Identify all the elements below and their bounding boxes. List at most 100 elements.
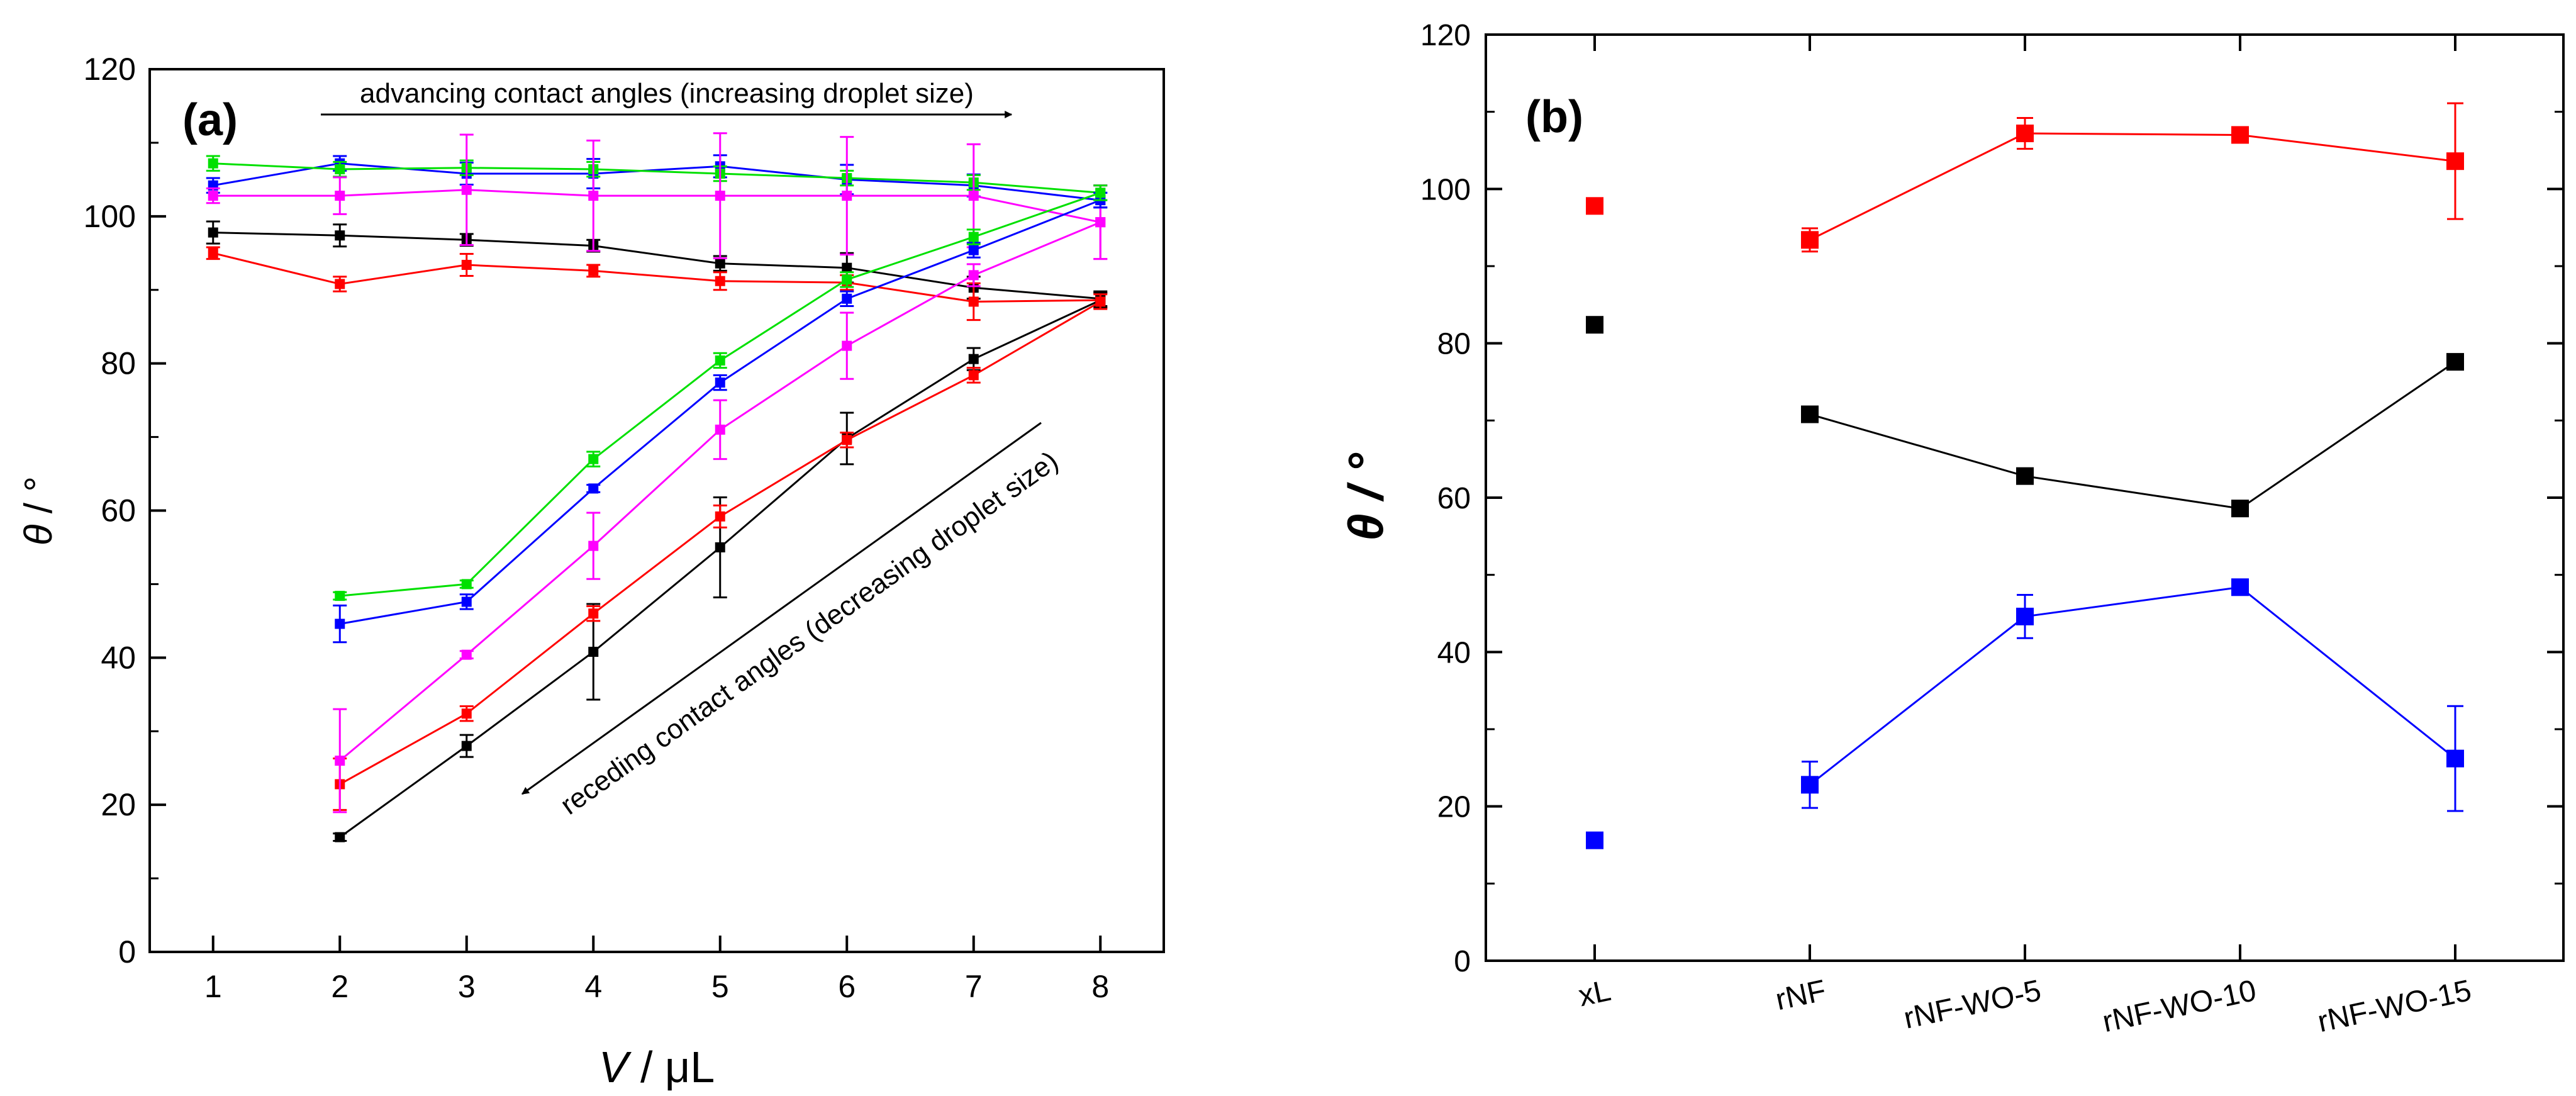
panel-a-data-point <box>715 355 725 366</box>
panel-a-x-tick-label: 7 <box>965 969 983 1004</box>
panel-b-data-point <box>2016 467 2034 485</box>
panel-b-y-tick-label: 60 <box>1437 482 1471 515</box>
panel-b-series <box>1586 578 2464 849</box>
panel-a-data-point <box>461 184 472 195</box>
panel-a-data-point <box>968 370 979 381</box>
panel-a-x-tick-label: 2 <box>331 969 348 1004</box>
advancing-annotation: advancing contact angles (increasing dro… <box>360 78 974 109</box>
panel-a-data-point <box>968 245 979 255</box>
panel-a-y-axis-label: θ / ° <box>17 476 60 545</box>
panel-b-data-point <box>2231 500 2249 518</box>
panel-a-data-point <box>335 230 345 241</box>
panel-b-series-line <box>1809 361 2456 510</box>
panel-b-data-point <box>2016 607 2034 625</box>
panel-b-x-tick-label: rNF-WO-10 <box>2100 974 2260 1039</box>
panel-a-x-tick-label: 5 <box>711 969 729 1004</box>
panel-a-x-tick-label: 8 <box>1091 969 1109 1004</box>
panel-a-data-point <box>842 274 852 285</box>
panel-a-data-point <box>715 191 725 201</box>
panel-a-data-point <box>461 649 472 660</box>
panel-a-y-tick-label: 40 <box>101 640 136 675</box>
receding-annotation: receding contact angles (decreasing drop… <box>555 445 1064 821</box>
panel-b-series-line <box>1809 586 2456 786</box>
panel-a-y-tick-label: 20 <box>101 787 136 822</box>
panel-a-data-point <box>208 158 218 169</box>
panel-a-data-point <box>588 266 599 276</box>
panel-a-y-tick-label: 120 <box>84 52 136 87</box>
panel-b-chart: 0 20 40 60 80 100 120 xL rNF rNF-WO-5 rNF-WO-10 rNF… <box>1338 19 2565 1039</box>
panel-b-data-point <box>1586 831 1603 849</box>
panel-a-data-point <box>968 296 979 307</box>
panel-b-series-line <box>1809 132 2456 241</box>
panel-a-data-point <box>461 596 472 607</box>
panel-b-y-axis-label: θ / ° <box>1338 452 1393 541</box>
panel-a-data-point <box>461 259 472 270</box>
panel-b-data-point <box>2446 353 2464 371</box>
panel-a-series-layer <box>206 132 1108 842</box>
panel-a-data-point <box>715 424 725 435</box>
panel-a-y-tick-label: 100 <box>84 199 136 234</box>
panel-a-y-tick-label: 60 <box>101 493 136 528</box>
panel-a-x-tick-label: 1 <box>204 969 222 1004</box>
panel-a-x-tick-label: 3 <box>458 969 476 1004</box>
panel-a-data-point <box>335 279 345 289</box>
panel-a-series-line <box>213 162 1101 194</box>
panel-b-data-point <box>1801 231 1819 249</box>
panel-b-y-tick-label: 120 <box>1420 19 1471 52</box>
panel-a-label: (a) <box>182 95 238 145</box>
panel-b-data-point <box>1801 405 1819 423</box>
panel-a-data-point <box>335 618 345 629</box>
panel-a-series-line <box>213 189 1101 223</box>
panel-a-data-point <box>335 164 345 175</box>
panel-a-data-point <box>842 340 852 351</box>
panel-a-data-point <box>588 540 599 551</box>
panel-a-x-tick-label: 6 <box>838 969 856 1004</box>
panel-a-chart: 0 20 40 60 80 100 120 1 2 3 4 5 6 7 8 (a) advancing co… <box>17 52 1165 1092</box>
panel-a-series-line <box>213 232 1101 300</box>
panel-b-x-tick-label: rNF-WO-5 <box>1901 974 2044 1036</box>
panel-a-data-point <box>588 483 599 494</box>
panel-b-y-tick-label: 80 <box>1437 328 1471 361</box>
panel-a-data-point <box>715 542 725 552</box>
panel-b-series-layer <box>1586 102 2464 849</box>
panel-a-data-point <box>715 377 725 388</box>
panel-a-data-point <box>842 262 852 273</box>
panel-a-series <box>333 184 1108 814</box>
panel-a-data-point <box>715 511 725 522</box>
panel-a-data-point <box>1095 187 1106 198</box>
panel-a-data-point <box>208 248 218 259</box>
panel-b-x-tick-label: rNF <box>1773 974 1829 1017</box>
panel-b-label: (b) <box>1525 92 1583 142</box>
panel-a-data-point <box>208 227 218 238</box>
panel-b-x-tick-label: rNF-WO-15 <box>2315 974 2475 1039</box>
panel-b-y-tick-label: 0 <box>1454 945 1471 978</box>
panel-a-plot-frame <box>148 68 1165 953</box>
panel-a-data-point <box>461 708 472 719</box>
panel-a-data-point <box>588 191 599 201</box>
panel-a-data-point <box>461 579 472 590</box>
panel-a-y-tick-label: 0 <box>118 934 136 970</box>
panel-a-data-point <box>208 191 218 201</box>
receding-arrow <box>521 422 1042 795</box>
panel-a-data-point <box>1095 217 1106 228</box>
panel-a-data-point <box>461 741 472 751</box>
panel-b-y-tick-label: 40 <box>1437 636 1471 669</box>
panel-b-data-point <box>2231 578 2249 596</box>
panel-a-series <box>333 184 1108 601</box>
panel-a-y-tick-label: 80 <box>101 346 136 381</box>
panel-a-data-point <box>335 756 345 766</box>
panel-a-data-point <box>335 191 345 201</box>
panel-b-data-point <box>1586 197 1603 215</box>
panel-a-x-axis-label: V / μL <box>599 1043 715 1092</box>
panel-a-data-point <box>968 354 979 364</box>
panel-a-data-point <box>968 270 979 281</box>
panel-b-x-tick-label: xL <box>1576 974 1614 1013</box>
panel-a-data-point <box>335 832 345 842</box>
panel-b-data-point <box>2446 152 2464 171</box>
panel-a-series-line <box>213 162 1101 201</box>
panel-b-data-point <box>2016 125 2034 143</box>
panel-a-data-point <box>588 608 599 619</box>
panel-a-x-tick-label: 4 <box>584 969 602 1004</box>
panel-a-data-point <box>968 191 979 201</box>
